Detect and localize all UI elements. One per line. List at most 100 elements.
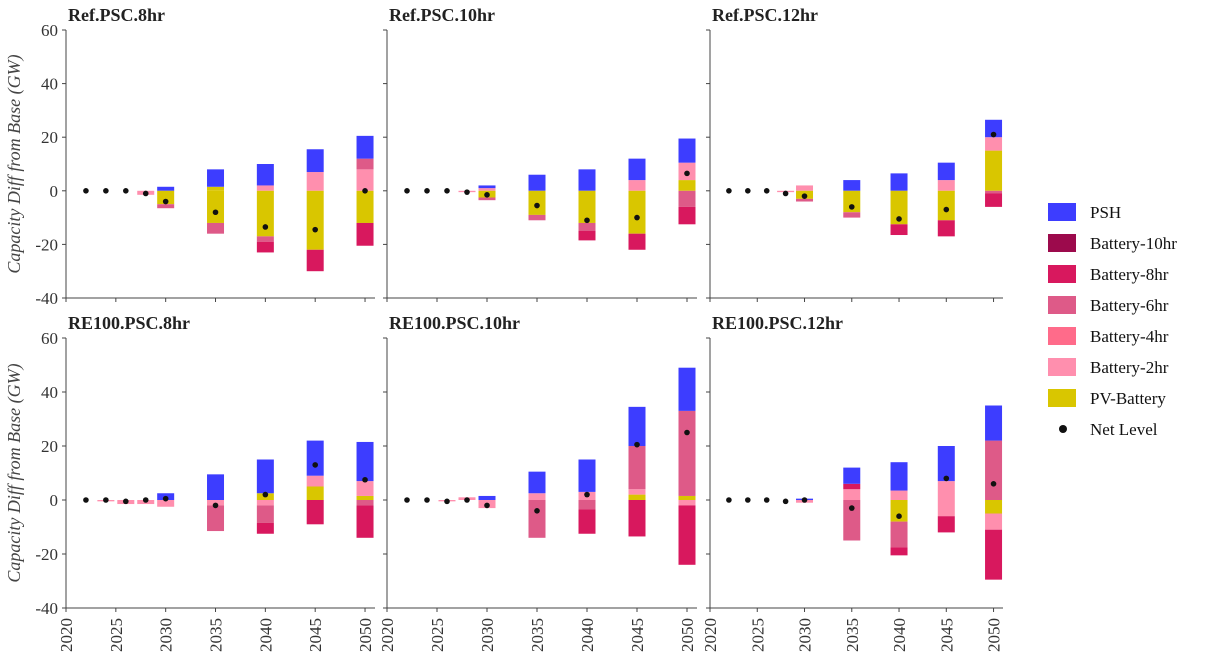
net-level-dot [123, 188, 129, 194]
bar-segment [678, 206, 696, 225]
panel-title: RE100.PSC.8hr [68, 313, 190, 333]
net-level-dot [848, 204, 855, 210]
legend-label: PV-Battery [1090, 389, 1166, 408]
net-level-dot [424, 188, 430, 194]
bar-segment [356, 190, 374, 223]
legend-swatch [1048, 265, 1076, 283]
net-level-dot [534, 508, 540, 514]
legend-label: Battery-8hr [1090, 265, 1169, 284]
y-tick-label: -20 [35, 545, 58, 564]
x-tick-label: 2040 [890, 618, 909, 652]
bar-segment [578, 509, 596, 534]
bar-segment [207, 186, 225, 191]
bar-segment [890, 547, 908, 556]
net-level-dot [162, 495, 169, 502]
bar-segment [843, 190, 861, 213]
bar-segment [678, 367, 696, 411]
bar-segment [356, 505, 374, 538]
x-tick-label: 2040 [256, 618, 275, 652]
y-axis-label: Capacity Diff from Base (GW) [4, 363, 25, 582]
y-tick-label: 40 [41, 75, 58, 94]
bar-segment [628, 190, 646, 234]
net-level-dot [943, 475, 950, 482]
net-level-dot [424, 497, 430, 503]
bar-segment [937, 516, 955, 533]
bar-segment [937, 446, 955, 482]
y-tick-label: 60 [41, 21, 58, 40]
bar-segment [356, 158, 374, 170]
bar-segment [356, 481, 374, 496]
bar-segment [478, 197, 496, 201]
net-level-dot [726, 188, 732, 194]
net-level-dot [801, 193, 808, 199]
x-tick-label: 2020 [378, 618, 397, 652]
bar-segment [985, 500, 1003, 514]
bar-segment [207, 169, 225, 187]
bar-segment [937, 180, 955, 191]
bar-segment [628, 489, 646, 495]
bar-segment [256, 190, 274, 237]
legend-swatch [1048, 234, 1076, 252]
bar-segment [796, 185, 814, 191]
bar-segment [843, 500, 861, 541]
x-tick-label: 2030 [478, 618, 497, 652]
bar-segment [578, 459, 596, 492]
net-level-dot [990, 481, 997, 487]
bar-segment [306, 172, 324, 191]
bar-segment [356, 169, 374, 191]
bar-segment [678, 500, 696, 506]
bar-segment [985, 193, 1003, 207]
bar-segment [207, 505, 225, 532]
bar-segment [628, 406, 646, 446]
bar-segment [256, 505, 274, 523]
legend-label: Battery-6hr [1090, 296, 1169, 315]
bar-segment [937, 500, 955, 517]
bar-segment [937, 162, 955, 181]
bar-segment [207, 222, 225, 234]
y-tick-label: 0 [50, 182, 59, 201]
x-tick-label: 2050 [678, 618, 697, 652]
bar-segment [796, 198, 814, 202]
legend-dot [1059, 425, 1067, 433]
bar-segment [678, 410, 696, 496]
bar-segment [985, 119, 1003, 138]
net-level-dot [484, 192, 490, 198]
y-axis-label: Capacity Diff from Base (GW) [4, 54, 25, 273]
bar-segment [843, 489, 861, 500]
panel-title: RE100.PSC.12hr [712, 313, 843, 333]
net-level-dot [404, 497, 410, 503]
x-tick-label: 2020 [57, 618, 76, 652]
net-level-dot [142, 497, 149, 503]
bar-segment [306, 190, 324, 250]
net-level-dot [763, 188, 770, 194]
bar-segment [628, 446, 646, 490]
net-level-dot [726, 497, 732, 503]
net-level-dot [312, 226, 318, 233]
x-tick-label: 2025 [428, 618, 447, 652]
bar-segment [628, 158, 646, 181]
bar-segment [356, 441, 374, 482]
bar-segment [528, 471, 546, 494]
bar-segment [528, 174, 546, 191]
net-level-dot [763, 497, 770, 503]
x-tick-label: 2035 [528, 618, 547, 652]
panel-title: Ref.PSC.10hr [389, 5, 495, 25]
net-level-dot [312, 462, 318, 468]
bar-segment [256, 500, 274, 506]
bar-segment [157, 186, 175, 191]
net-level-dot [444, 188, 450, 194]
x-tick-label: 2050 [985, 618, 1004, 652]
legend-label: Battery-10hr [1090, 234, 1177, 253]
bar-segment [937, 220, 955, 237]
net-level-dot [896, 216, 902, 222]
x-tick-label: 2040 [578, 618, 597, 652]
bar-segment [356, 135, 374, 159]
bar-segment [306, 500, 324, 525]
bar-segment [678, 190, 696, 207]
bar-segment [256, 236, 274, 242]
bar-segment [478, 188, 496, 191]
net-level-dot [990, 131, 997, 138]
x-tick-label: 2025 [748, 618, 767, 652]
legend-swatch [1048, 203, 1076, 221]
